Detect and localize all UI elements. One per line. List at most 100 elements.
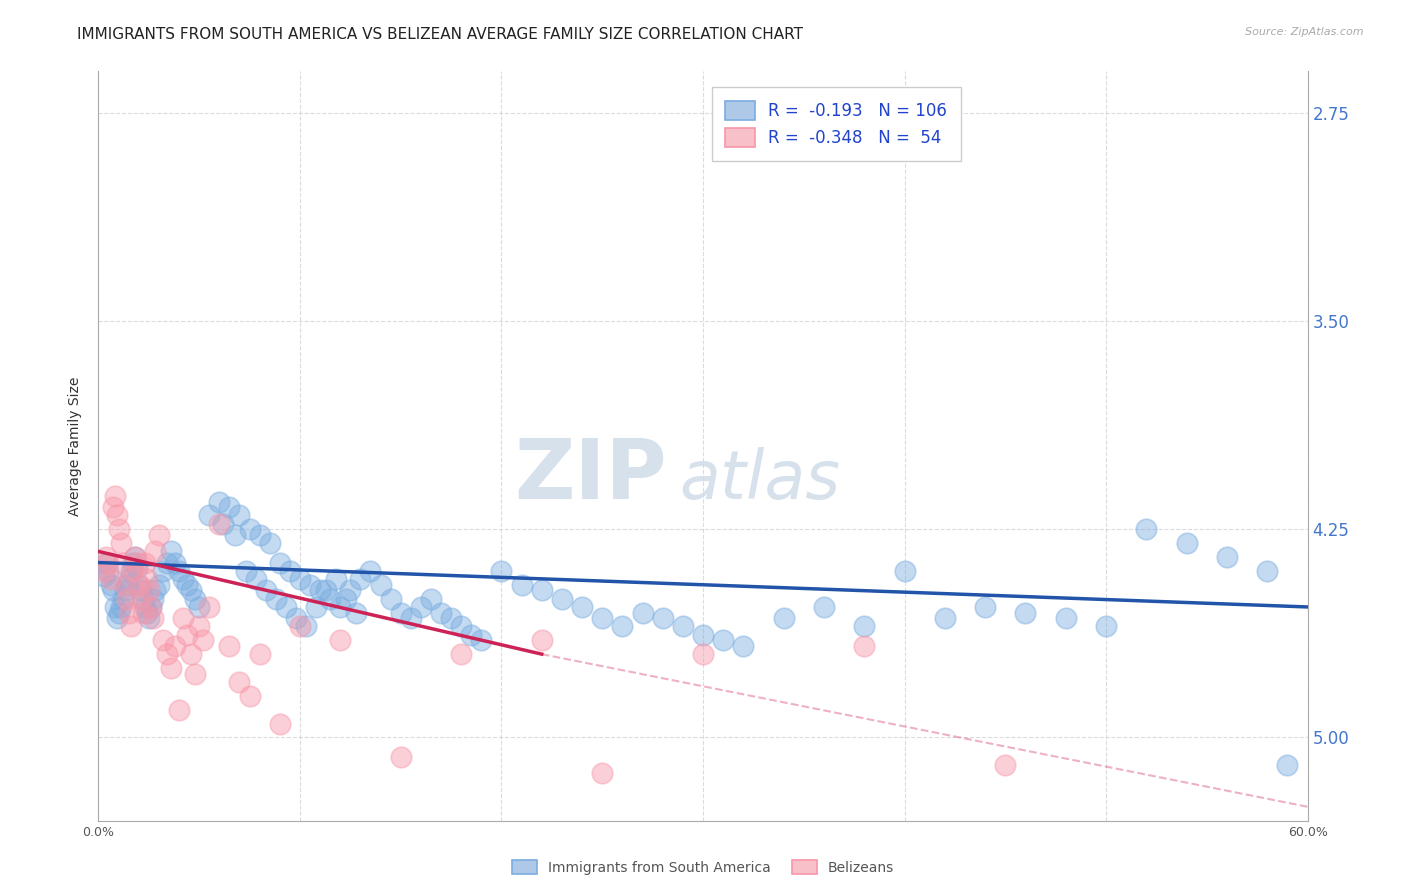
Point	[114, 578, 136, 592]
Point	[176, 578, 198, 592]
Point	[124, 549, 146, 564]
Point	[450, 647, 472, 661]
Point	[138, 611, 160, 625]
Point	[160, 661, 183, 675]
Point	[156, 556, 179, 570]
Point	[631, 606, 654, 620]
Point	[107, 522, 129, 536]
Point	[491, 564, 513, 578]
Point	[103, 489, 125, 503]
Point	[1256, 564, 1278, 578]
Point	[228, 508, 250, 523]
Point	[100, 572, 122, 586]
Point	[288, 572, 311, 586]
Point	[128, 578, 150, 592]
Point	[349, 572, 371, 586]
Point	[101, 583, 124, 598]
Point	[329, 599, 352, 614]
Point	[571, 599, 593, 614]
Point	[142, 611, 165, 625]
Point	[249, 647, 271, 661]
Point	[245, 572, 267, 586]
Point	[551, 591, 574, 606]
Point	[193, 633, 215, 648]
Point	[591, 611, 613, 625]
Point	[172, 572, 194, 586]
Text: atlas: atlas	[679, 447, 839, 513]
Point	[1095, 619, 1118, 633]
Point	[269, 716, 291, 731]
Point	[399, 611, 422, 625]
Point	[148, 528, 170, 542]
Point	[208, 516, 231, 531]
Point	[295, 619, 318, 633]
Point	[530, 633, 553, 648]
Point	[530, 583, 553, 598]
Point	[163, 556, 186, 570]
Point	[249, 528, 271, 542]
Point	[264, 591, 287, 606]
Point	[184, 666, 207, 681]
Point	[772, 611, 794, 625]
Point	[692, 628, 714, 642]
Point	[132, 591, 155, 606]
Point	[134, 556, 156, 570]
Point	[110, 536, 132, 550]
Point	[120, 564, 142, 578]
Point	[440, 611, 463, 625]
Point	[97, 564, 120, 578]
Point	[309, 583, 332, 598]
Text: IMMIGRANTS FROM SOUTH AMERICA VS BELIZEAN AVERAGE FAMILY SIZE CORRELATION CHART: IMMIGRANTS FROM SOUTH AMERICA VS BELIZEA…	[77, 27, 803, 42]
Point	[110, 599, 132, 614]
Point	[135, 606, 157, 620]
Point	[278, 564, 301, 578]
Point	[370, 578, 392, 592]
Point	[180, 647, 202, 661]
Point	[93, 569, 115, 583]
Point	[103, 599, 125, 614]
Point	[139, 599, 162, 614]
Point	[134, 599, 156, 614]
Point	[450, 619, 472, 633]
Point	[115, 578, 138, 592]
Point	[269, 556, 291, 570]
Point	[733, 639, 755, 653]
Point	[672, 619, 695, 633]
Legend: R =  -0.193   N = 106, R =  -0.348   N =  54: R = -0.193 N = 106, R = -0.348 N = 54	[711, 87, 960, 161]
Point	[288, 619, 311, 633]
Point	[124, 549, 146, 564]
Point	[853, 619, 876, 633]
Point	[329, 633, 352, 648]
Point	[389, 606, 412, 620]
Point	[218, 639, 240, 653]
Point	[188, 599, 211, 614]
Point	[235, 564, 257, 578]
Point	[1135, 522, 1157, 536]
Point	[325, 572, 347, 586]
Point	[380, 591, 402, 606]
Point	[97, 556, 120, 570]
Point	[148, 578, 170, 592]
Point	[208, 494, 231, 508]
Point	[138, 583, 160, 598]
Point	[692, 647, 714, 661]
Point	[259, 536, 281, 550]
Point	[132, 606, 155, 620]
Point	[105, 508, 128, 523]
Point	[118, 572, 141, 586]
Point	[167, 564, 190, 578]
Point	[93, 564, 115, 578]
Point	[813, 599, 835, 614]
Point	[111, 556, 134, 570]
Point	[430, 606, 453, 620]
Point	[339, 583, 361, 598]
Point	[100, 578, 122, 592]
Point	[591, 766, 613, 780]
Point	[120, 619, 142, 633]
Point	[893, 564, 915, 578]
Point	[1277, 758, 1299, 772]
Point	[167, 703, 190, 717]
Point	[218, 500, 240, 514]
Point	[284, 611, 307, 625]
Point	[118, 606, 141, 620]
